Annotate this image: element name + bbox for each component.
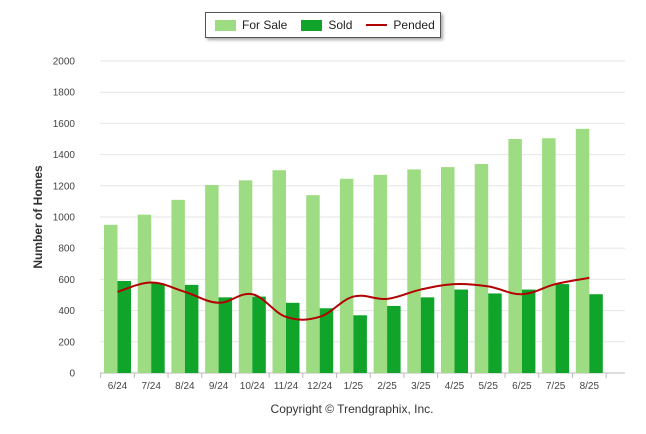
sold-bar [252, 296, 266, 373]
y-tick-label: 1600 [53, 119, 76, 130]
for-sale-bar [272, 170, 286, 373]
sold-bar [454, 289, 468, 373]
sold-bar [555, 284, 570, 373]
x-tick-label: 6/24 [108, 381, 128, 392]
for-sale-bar [238, 180, 253, 373]
legend-label-for-sale: For Sale [242, 18, 288, 32]
pended-swatch [366, 24, 388, 26]
x-tick-label: 11/24 [274, 381, 299, 392]
legend: For Sale Sold Pended [205, 12, 441, 38]
sold-bar [286, 302, 300, 373]
y-tick-label: 1400 [53, 150, 76, 161]
for-sale-bar [542, 138, 556, 373]
for-sale-bar [306, 195, 320, 373]
pended-line-group [117, 276, 590, 321]
y-tick-label: 800 [58, 244, 75, 255]
x-tick-label: 8/24 [175, 381, 195, 392]
y-axis: 0 200 400 600 800 1000 1200 1400 1600 1800 2000 [53, 57, 76, 380]
x-tick-label: 12/24 [307, 381, 332, 392]
sold-bar [319, 308, 334, 373]
sold-bar [218, 297, 233, 373]
x-tick-label: 10/24 [240, 381, 265, 392]
for-sale-bar [575, 128, 590, 373]
x-tick-label: 5/25 [478, 381, 498, 392]
x-tick-label: 3/25 [411, 381, 431, 392]
y-tick-label: 1200 [53, 181, 76, 192]
for-sale-bar [339, 178, 354, 373]
x-tick-label: 8/25 [580, 381, 600, 392]
sold-swatch [301, 19, 323, 31]
sold-bar [387, 305, 401, 373]
legend-item-pended[interactable]: Pended [366, 18, 435, 32]
sold-bar [353, 315, 367, 373]
y-tick-label: 600 [58, 275, 75, 286]
for-sale-bar [104, 224, 118, 373]
y-tick-label: 200 [58, 337, 75, 348]
y-tick-label: 0 [69, 369, 75, 380]
for-sale-bar [407, 169, 421, 373]
x-tick-label: 1/25 [344, 381, 364, 392]
sold-bar [420, 297, 435, 373]
sold-bar [521, 289, 536, 373]
pended-line [117, 276, 590, 321]
sold-bar [184, 284, 199, 373]
sold-bar [117, 280, 131, 373]
for-sale-swatch [215, 19, 236, 31]
y-tick-label: 400 [58, 306, 75, 317]
for-sale-bar [508, 139, 522, 373]
legend-item-for-sale[interactable]: For Sale [215, 18, 287, 32]
y-tick-label: 1800 [53, 88, 76, 99]
for-sale-bar [441, 167, 455, 373]
y-tick-label: 2000 [53, 57, 76, 68]
legend-item-sold[interactable]: Sold [301, 18, 352, 32]
x-tick-label: 4/25 [445, 381, 465, 392]
x-axis: 6/24 7/24 8/24 9/24 10/24 11/24 12/24 1/25 2/25 3… [100, 373, 607, 392]
y-axis-title: Number of Homes [31, 165, 45, 269]
legend-label-sold: Sold [328, 18, 353, 32]
for-sale-bar [137, 214, 152, 373]
x-tick-label: 7/25 [546, 381, 566, 392]
x-tick-label: 6/25 [512, 381, 532, 392]
copyright-footer: Copyright © Trendgraphix, Inc. [271, 402, 434, 416]
sold-bar [589, 294, 603, 373]
sold-bar [488, 293, 502, 373]
y-tick-label: 1000 [53, 213, 76, 224]
x-tick-label: 7/24 [141, 381, 161, 392]
bars [104, 128, 603, 373]
for-sale-bar [171, 199, 185, 373]
legend-label-pended: Pended [393, 18, 435, 32]
x-tick-label: 2/25 [377, 381, 397, 392]
for-sale-bar [474, 163, 489, 373]
sold-bar [151, 283, 165, 373]
for-sale-bar [205, 185, 219, 373]
for-sale-bar [373, 174, 388, 373]
x-tick-label: 9/24 [209, 381, 229, 392]
